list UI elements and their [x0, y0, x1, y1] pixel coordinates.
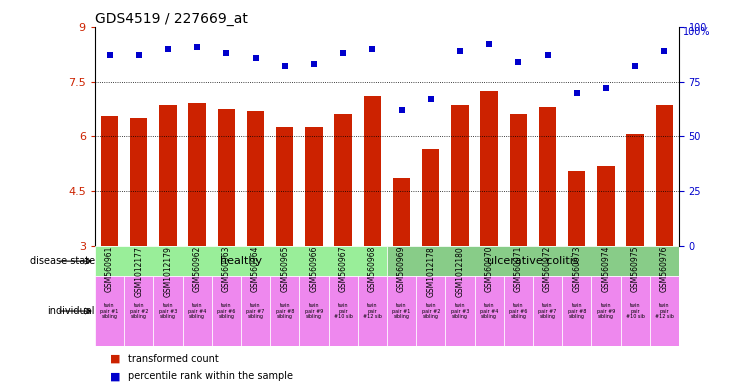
- Bar: [445, 276, 475, 346]
- Bar: [416, 276, 445, 346]
- Text: GSM560965: GSM560965: [280, 246, 289, 292]
- Bar: [539, 107, 556, 246]
- Bar: [620, 276, 650, 346]
- Bar: [387, 276, 416, 346]
- Text: GSM1012177: GSM1012177: [134, 246, 143, 296]
- Bar: [597, 166, 615, 246]
- Bar: [101, 116, 118, 246]
- Text: twin
pair #2
sibling: twin pair #2 sibling: [129, 303, 148, 319]
- Bar: [656, 105, 673, 246]
- Bar: [270, 276, 299, 346]
- Text: twin
pair #9
sibling: twin pair #9 sibling: [597, 303, 615, 319]
- Bar: [305, 127, 323, 246]
- Bar: [562, 276, 591, 346]
- Text: GSM560971: GSM560971: [514, 246, 523, 292]
- Text: GSM560963: GSM560963: [222, 246, 231, 292]
- Text: individual: individual: [47, 306, 95, 316]
- Text: twin
pair #4
sibling: twin pair #4 sibling: [188, 303, 207, 319]
- Bar: [568, 171, 585, 246]
- Bar: [364, 96, 381, 246]
- Bar: [95, 246, 387, 276]
- Text: twin
pair #1
sibling: twin pair #1 sibling: [100, 303, 119, 319]
- Text: twin
pair #6
sibling: twin pair #6 sibling: [509, 303, 528, 319]
- Text: GSM560964: GSM560964: [251, 246, 260, 292]
- Bar: [95, 276, 124, 346]
- Text: GSM1012179: GSM1012179: [164, 246, 172, 296]
- Text: twin
pair #1
sibling: twin pair #1 sibling: [392, 303, 411, 319]
- Text: healthy: healthy: [220, 256, 262, 266]
- Bar: [153, 276, 182, 346]
- Bar: [124, 276, 153, 346]
- Text: GSM560975: GSM560975: [631, 246, 639, 292]
- Text: GSM560962: GSM560962: [193, 246, 201, 292]
- Text: twin
pair #8
sibling: twin pair #8 sibling: [567, 303, 586, 319]
- Text: ■: ■: [110, 354, 120, 364]
- Bar: [451, 105, 469, 246]
- Bar: [533, 276, 562, 346]
- Bar: [387, 246, 679, 276]
- Text: percentile rank within the sample: percentile rank within the sample: [128, 371, 293, 381]
- Text: twin
pair #9
sibling: twin pair #9 sibling: [305, 303, 323, 319]
- Text: twin
pair #2
sibling: twin pair #2 sibling: [421, 303, 440, 319]
- Bar: [334, 114, 352, 246]
- Text: GSM560967: GSM560967: [339, 246, 347, 292]
- Bar: [504, 276, 533, 346]
- Bar: [510, 114, 527, 246]
- Text: GSM560973: GSM560973: [572, 246, 581, 292]
- Text: transformed count: transformed count: [128, 354, 218, 364]
- Text: twin
pair
#12 sib: twin pair #12 sib: [363, 303, 382, 319]
- Text: disease state: disease state: [30, 256, 95, 266]
- Bar: [159, 105, 177, 246]
- Text: GSM560969: GSM560969: [397, 246, 406, 292]
- Bar: [299, 276, 328, 346]
- Bar: [328, 276, 358, 346]
- Text: GSM560968: GSM560968: [368, 246, 377, 292]
- Text: twin
pair #7
sibling: twin pair #7 sibling: [246, 303, 265, 319]
- Text: GSM1012180: GSM1012180: [456, 246, 464, 296]
- Bar: [591, 276, 620, 346]
- Bar: [650, 276, 679, 346]
- Text: GSM560966: GSM560966: [310, 246, 318, 292]
- Text: twin
pair #6
sibling: twin pair #6 sibling: [217, 303, 236, 319]
- Bar: [276, 127, 293, 246]
- Bar: [247, 111, 264, 246]
- Text: ■: ■: [110, 371, 120, 381]
- Text: twin
pair
#10 sib: twin pair #10 sib: [334, 303, 353, 319]
- Bar: [626, 134, 644, 246]
- Text: GSM560974: GSM560974: [602, 246, 610, 292]
- Text: twin
pair
#10 sib: twin pair #10 sib: [626, 303, 645, 319]
- Bar: [480, 91, 498, 246]
- Bar: [393, 178, 410, 246]
- Text: twin
pair #3
sibling: twin pair #3 sibling: [158, 303, 177, 319]
- Bar: [188, 104, 206, 246]
- Text: twin
pair #4
sibling: twin pair #4 sibling: [480, 303, 499, 319]
- Text: 100%: 100%: [683, 27, 710, 37]
- Bar: [358, 276, 387, 346]
- Text: GSM560961: GSM560961: [105, 246, 114, 292]
- Bar: [218, 109, 235, 246]
- Bar: [474, 276, 504, 346]
- Text: twin
pair
#12 sib: twin pair #12 sib: [655, 303, 674, 319]
- Bar: [241, 276, 270, 346]
- Text: GDS4519 / 227669_at: GDS4519 / 227669_at: [95, 12, 247, 26]
- Text: GSM560972: GSM560972: [543, 246, 552, 292]
- Bar: [422, 149, 439, 246]
- Text: GSM1012178: GSM1012178: [426, 246, 435, 296]
- Text: GSM560970: GSM560970: [485, 246, 493, 292]
- Text: twin
pair #7
sibling: twin pair #7 sibling: [538, 303, 557, 319]
- Text: twin
pair #3
sibling: twin pair #3 sibling: [450, 303, 469, 319]
- Bar: [130, 118, 147, 246]
- Text: ulcerative colitis: ulcerative colitis: [487, 256, 579, 266]
- Bar: [212, 276, 241, 346]
- Bar: [182, 276, 212, 346]
- Text: twin
pair #8
sibling: twin pair #8 sibling: [275, 303, 294, 319]
- Text: GSM560976: GSM560976: [660, 246, 669, 292]
